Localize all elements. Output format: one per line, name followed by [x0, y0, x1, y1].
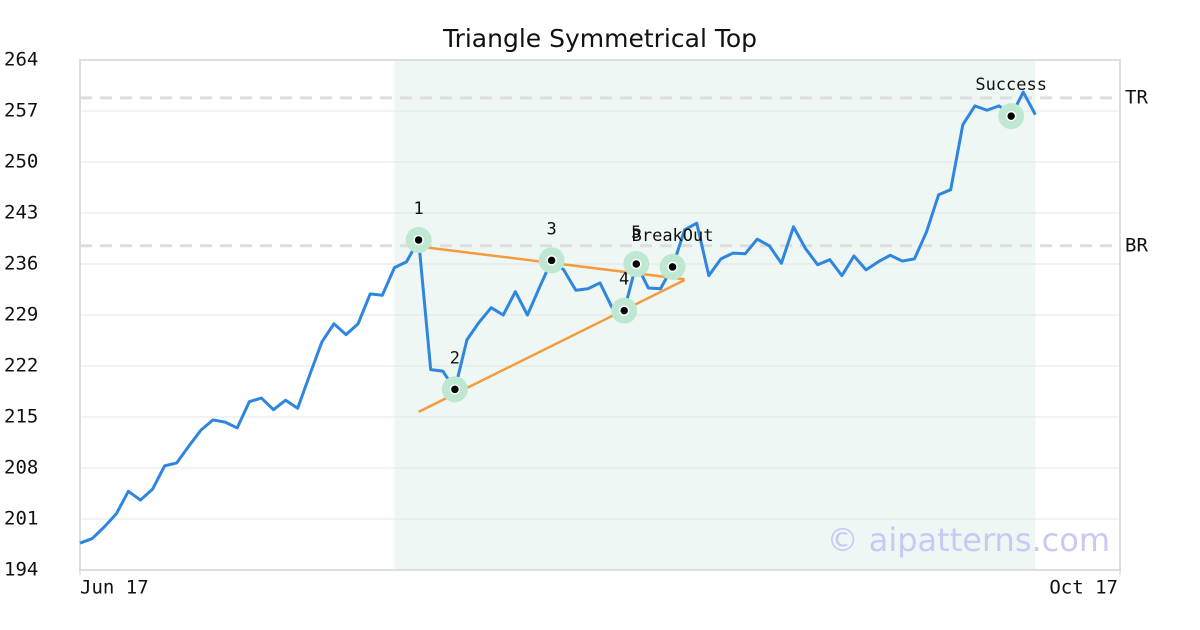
- x-tick-label: Jun 17: [80, 577, 149, 599]
- reference-label: TR: [1125, 86, 1148, 108]
- pattern-label: Success: [975, 75, 1047, 95]
- pattern-label: 1: [413, 199, 423, 219]
- chart-title: Triangle Symmetrical Top: [442, 24, 757, 53]
- y-tick-label: 236: [4, 253, 38, 275]
- pattern-dot: [631, 258, 642, 270]
- y-tick-label: 257: [4, 100, 38, 122]
- pattern-dot: [667, 261, 678, 273]
- pattern-dot: [1005, 110, 1017, 122]
- pattern-label: 4: [619, 270, 629, 290]
- y-tick-label: 201: [4, 508, 38, 530]
- pattern-dot: [449, 384, 461, 395]
- y-tick-label: 243: [4, 202, 38, 224]
- pattern-dot: [413, 234, 424, 246]
- plot-border: [79, 59, 1121, 571]
- pattern-dot: [546, 255, 557, 266]
- y-tick-label: 222: [4, 355, 38, 377]
- y-tick-label: 250: [4, 151, 38, 173]
- watermark: © aipatterns.com: [827, 521, 1110, 559]
- y-tick-label: 194: [4, 559, 38, 581]
- pattern-label: 2: [450, 348, 460, 368]
- y-tick-label: 264: [4, 49, 38, 71]
- x-tick-label: Oct 17: [1049, 577, 1118, 599]
- y-tick-label: 208: [4, 457, 38, 479]
- pattern-dot: [618, 305, 630, 316]
- y-tick-label: 229: [4, 304, 38, 326]
- pattern-label: 5: [631, 223, 641, 243]
- pattern-label: 3: [547, 219, 557, 239]
- y-tick-label: 215: [4, 406, 38, 428]
- pattern-label: BreakOut: [632, 226, 714, 246]
- reference-label: BR: [1125, 234, 1148, 256]
